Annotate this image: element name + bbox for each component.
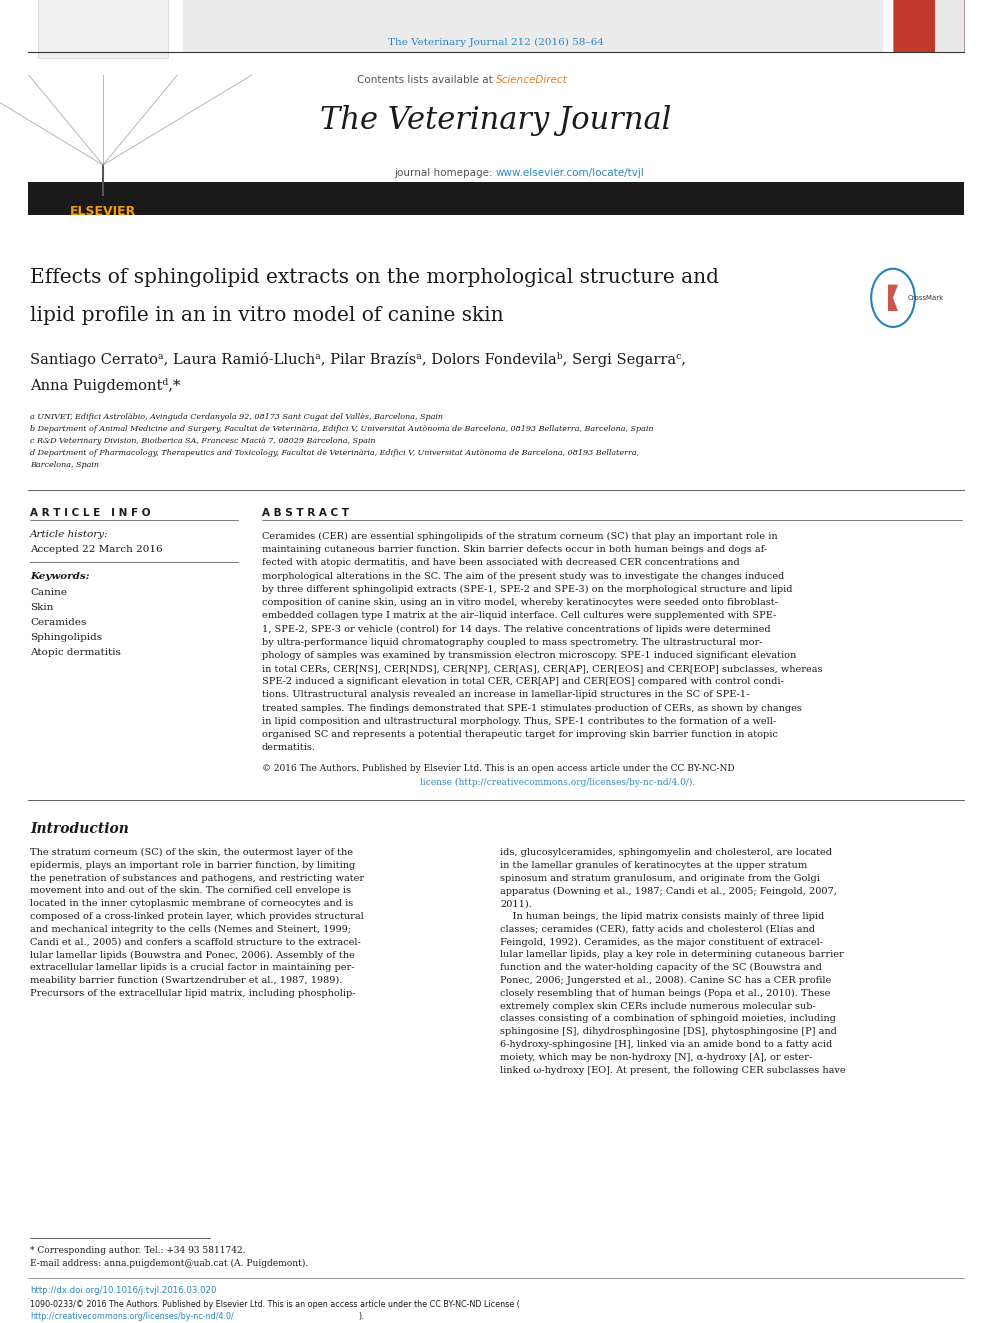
Text: CrossMark: CrossMark	[908, 295, 944, 300]
Text: Candi et al., 2005) and confers a scaffold structure to the extracel-: Candi et al., 2005) and confers a scaffo…	[30, 938, 361, 946]
Text: Ceramides (CER) are essential sphingolipids of the stratum corneum (SC) that pla: Ceramides (CER) are essential sphingolip…	[262, 532, 778, 541]
Text: closely resembling that of human beings (Popa et al., 2010). These: closely resembling that of human beings …	[500, 988, 830, 998]
Text: * Corresponding author. Tel.: +34 93 5811742.: * Corresponding author. Tel.: +34 93 581…	[30, 1246, 245, 1256]
Text: 1, SPE-2, SPE-3 or vehicle (control) for 14 days. The relative concentrations of: 1, SPE-2, SPE-3 or vehicle (control) for…	[262, 624, 771, 634]
Text: 1090-0233/© 2016 The Authors. Published by Elsevier Ltd. This is an open access : 1090-0233/© 2016 The Authors. Published …	[30, 1301, 520, 1308]
Text: and mechanical integrity to the cells (Nemes and Steinert, 1999;: and mechanical integrity to the cells (N…	[30, 925, 351, 934]
Text: organised SC and represents a potential therapeutic target for improving skin ba: organised SC and represents a potential …	[262, 730, 778, 740]
Text: morphological alterations in the SC. The aim of the present study was to investi: morphological alterations in the SC. The…	[262, 572, 785, 581]
Text: b Department of Animal Medicine and Surgery, Facultat de Veterinària, Edifici V,: b Department of Animal Medicine and Surg…	[30, 425, 654, 433]
Text: c R&D Veterinary Division, Bioiberica SA, Francesc Macià 7, 08029 Barcelona, Spa: c R&D Veterinary Division, Bioiberica SA…	[30, 437, 376, 445]
Text: meability barrier function (Swartzendruber et al., 1987, 1989).: meability barrier function (Swartzendrub…	[30, 976, 342, 986]
Bar	[28, 183, 964, 216]
Text: a UNIVET, Edifici Astrolàbio, Avinguda Cerdanyola 92, 08173 Sant Cugat del Vallè: a UNIVET, Edifici Astrolàbio, Avinguda C…	[30, 413, 443, 421]
Text: ELSEVIER: ELSEVIER	[69, 205, 136, 218]
Text: composition of canine skin, using an in vitro model, whereby keratinocytes were : composition of canine skin, using an in …	[262, 598, 778, 607]
Text: maintaining cutaneous barrier function. Skin barrier defects occur in both human: maintaining cutaneous barrier function. …	[262, 545, 767, 554]
Text: license (http://creativecommons.org/licenses/by-nc-nd/4.0/).: license (http://creativecommons.org/lice…	[420, 778, 695, 787]
Text: extracellular lamellar lipids is a crucial factor in maintaining per-: extracellular lamellar lipids is a cruci…	[30, 963, 354, 972]
Text: In human beings, the lipid matrix consists mainly of three lipid: In human beings, the lipid matrix consis…	[500, 912, 824, 921]
Text: extremely complex skin CERs include numerous molecular sub-: extremely complex skin CERs include nume…	[500, 1002, 815, 1011]
Text: in total CERs, CER[NS], CER[NDS], CER[NP], CER[AS], CER[AP], CER[EOS] and CER[EO: in total CERs, CER[NS], CER[NDS], CER[NP…	[262, 664, 822, 673]
Text: A B S T R A C T: A B S T R A C T	[262, 508, 349, 519]
Text: www.elsevier.com/locate/tvjl: www.elsevier.com/locate/tvjl	[496, 168, 645, 179]
Text: A R T I C L E   I N F O: A R T I C L E I N F O	[30, 508, 151, 519]
Text: lipid profile in an in vitro model of canine skin: lipid profile in an in vitro model of ca…	[30, 306, 504, 325]
Text: function and the water-holding capacity of the SC (Bouwstra and: function and the water-holding capacity …	[500, 963, 822, 972]
Text: phology of samples was examined by transmission electron microscopy. SPE-1 induc: phology of samples was examined by trans…	[262, 651, 797, 660]
Text: Accepted 22 March 2016: Accepted 22 March 2016	[30, 545, 163, 554]
Text: linked ω-hydroxy [EO]. At present, the following CER subclasses have: linked ω-hydroxy [EO]. At present, the f…	[500, 1065, 845, 1074]
Bar	[183, 0, 883, 52]
Text: classes consisting of a combination of sphingoid moieties, including: classes consisting of a combination of s…	[500, 1015, 836, 1024]
Text: Feingold, 1992). Ceramides, as the major constituent of extracel-: Feingold, 1992). Ceramides, as the major…	[500, 938, 823, 947]
Text: sphingosine [S], dihydrosphingosine [DS], phytosphingosine [P] and: sphingosine [S], dihydrosphingosine [DS]…	[500, 1027, 837, 1036]
Text: SPE-2 induced a significant elevation in total CER, CER[AP] and CER[EOS] compare: SPE-2 induced a significant elevation in…	[262, 677, 784, 687]
Text: journal homepage:: journal homepage:	[394, 168, 496, 179]
Text: lular lamellar lipids, play a key role in determining cutaneous barrier: lular lamellar lipids, play a key role i…	[500, 950, 844, 959]
Text: E-mail address: anna.puigdemont@uab.cat (A. Puigdemont).: E-mail address: anna.puigdemont@uab.cat …	[30, 1259, 309, 1269]
Text: Atopic dermatitis: Atopic dermatitis	[30, 648, 121, 658]
Text: Anna Puigdemontᵈ,*: Anna Puigdemontᵈ,*	[30, 378, 181, 393]
Text: the penetration of substances and pathogens, and restricting water: the penetration of substances and pathog…	[30, 873, 364, 882]
Text: dermatitis.: dermatitis.	[262, 744, 316, 753]
Text: treated samples. The findings demonstrated that SPE-1 stimulates production of C: treated samples. The findings demonstrat…	[262, 704, 802, 713]
Text: http://dx.doi.org/10.1016/j.tvjl.2016.03.020: http://dx.doi.org/10.1016/j.tvjl.2016.03…	[30, 1286, 216, 1295]
Text: apparatus (Downing et al., 1987; Candi et al., 2005; Feingold, 2007,: apparatus (Downing et al., 1987; Candi e…	[500, 886, 837, 896]
Text: Sphingolipids: Sphingolipids	[30, 632, 102, 642]
Text: Skin: Skin	[30, 603, 54, 613]
Text: tions. Ultrastructural analysis revealed an increase in lamellar-lipid structure: tions. Ultrastructural analysis revealed…	[262, 691, 749, 700]
Text: movement into and out of the skin. The cornified cell envelope is: movement into and out of the skin. The c…	[30, 886, 351, 896]
Text: Santiago Cerratoᵃ, Laura Ramió-Lluchᵃ, Pilar Brazísᵃ, Dolors Fondevilaᵇ, Sergi S: Santiago Cerratoᵃ, Laura Ramió-Lluchᵃ, P…	[30, 352, 686, 366]
Text: 2011).: 2011).	[500, 900, 532, 908]
Text: The
Veterinary
Journal: The Veterinary Journal	[894, 75, 927, 93]
Bar	[28, 0, 183, 52]
Text: in lipid composition and ultrastructural morphology. Thus, SPE-1 contributes to : in lipid composition and ultrastructural…	[262, 717, 776, 726]
Text: Keywords:: Keywords:	[30, 572, 89, 581]
Text: by three different sphingolipid extracts (SPE-1, SPE-2 and SPE-3) on the morphol: by three different sphingolipid extracts…	[262, 585, 793, 594]
Text: epidermis, plays an important role in barrier function, by limiting: epidermis, plays an important role in ba…	[30, 861, 355, 869]
Text: Contents lists available at: Contents lists available at	[357, 75, 496, 85]
Text: spinosum and stratum granulosum, and originate from the Golgi: spinosum and stratum granulosum, and ori…	[500, 873, 819, 882]
Text: located in the inner cytoplasmic membrane of corneocytes and is: located in the inner cytoplasmic membran…	[30, 900, 353, 908]
Text: by ultra-performance liquid chromatography coupled to mass spectrometry. The ult: by ultra-performance liquid chromatograp…	[262, 638, 763, 647]
Text: ).: ).	[358, 1312, 364, 1320]
Text: embedded collagen type I matrix at the air–liquid interface. Cell cultures were : embedded collagen type I matrix at the a…	[262, 611, 777, 620]
Bar	[935, 0, 964, 52]
Text: moiety, which may be non-hydroxy [N], α-hydroxy [A], or ester-: moiety, which may be non-hydroxy [N], α-…	[500, 1053, 812, 1062]
Text: classes; ceramides (CER), fatty acids and cholesterol (Elias and: classes; ceramides (CER), fatty acids an…	[500, 925, 815, 934]
Text: The stratum corneum (SC) of the skin, the outermost layer of the: The stratum corneum (SC) of the skin, th…	[30, 848, 353, 857]
Text: fected with atopic dermatitis, and have been associated with decreased CER conce: fected with atopic dermatitis, and have …	[262, 558, 740, 568]
Text: lular lamellar lipids (Bouwstra and Ponec, 2006). Assembly of the: lular lamellar lipids (Bouwstra and Pone…	[30, 950, 355, 959]
Text: The Veterinary Journal: The Veterinary Journal	[320, 105, 672, 136]
Bar	[893, 0, 964, 52]
Text: Introduction: Introduction	[30, 822, 129, 836]
Text: 6-hydroxy-sphingosine [H], linked via an amide bond to a fatty acid: 6-hydroxy-sphingosine [H], linked via an…	[500, 1040, 832, 1049]
Text: Ponec, 2006; Jungersted et al., 2008). Canine SC has a CER profile: Ponec, 2006; Jungersted et al., 2008). C…	[500, 976, 831, 986]
Text: Article history:: Article history:	[30, 531, 109, 538]
Text: d Department of Pharmacology, Therapeutics and Toxicology, Facultat de Veterinàr: d Department of Pharmacology, Therapeuti…	[30, 448, 639, 456]
Text: © 2016 The Authors. Published by Elsevier Ltd. This is an open access article un: © 2016 The Authors. Published by Elsevie…	[262, 765, 735, 774]
Bar	[38, 0, 168, 58]
Text: http://creativecommons.org/licenses/by-nc-nd/4.0/: http://creativecommons.org/licenses/by-n…	[30, 1312, 234, 1320]
Polygon shape	[888, 284, 898, 311]
Text: Ceramides: Ceramides	[30, 618, 86, 627]
Text: Canine: Canine	[30, 587, 67, 597]
Text: ScienceDirect: ScienceDirect	[496, 75, 567, 85]
Text: Barcelona, Spain: Barcelona, Spain	[30, 460, 99, 468]
Text: The Veterinary Journal 212 (2016) 58–64: The Veterinary Journal 212 (2016) 58–64	[388, 38, 604, 48]
Text: in the lamellar granules of keratinocytes at the upper stratum: in the lamellar granules of keratinocyte…	[500, 861, 807, 869]
Text: ids, glucosylceramides, sphingomyelin and cholesterol, are located: ids, glucosylceramides, sphingomyelin an…	[500, 848, 832, 857]
Text: Precursors of the extracellular lipid matrix, including phospholip-: Precursors of the extracellular lipid ma…	[30, 988, 355, 998]
Text: Effects of sphingolipid extracts on the morphological structure and: Effects of sphingolipid extracts on the …	[30, 269, 719, 287]
Text: composed of a cross-linked protein layer, which provides structural: composed of a cross-linked protein layer…	[30, 912, 364, 921]
